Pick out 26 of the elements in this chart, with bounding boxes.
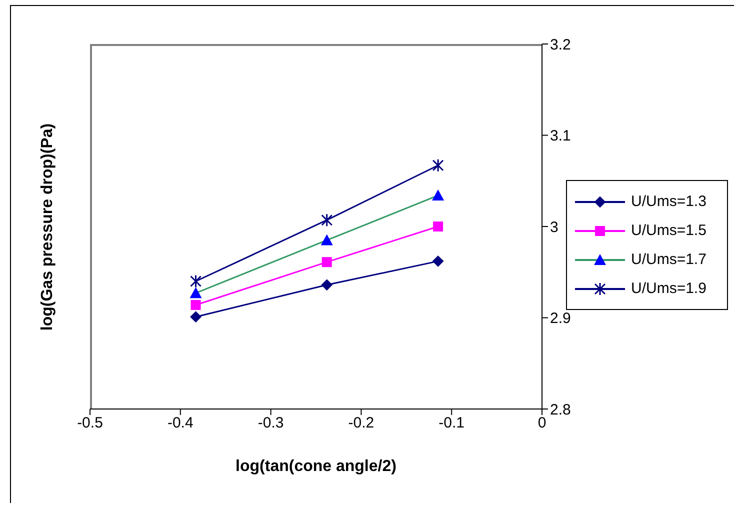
y-tick-label: 2.9 — [550, 310, 571, 328]
y-tick-label: 2.8 — [550, 401, 571, 418]
y-tick-label: 3 — [550, 218, 558, 236]
legend-label: U/Ums=1.5 — [631, 222, 706, 239]
legend-label: U/Ums=1.7 — [631, 251, 706, 268]
point — [433, 222, 444, 232]
point — [322, 257, 332, 268]
x-tick-label: -0.4 — [167, 414, 194, 432]
point — [321, 213, 333, 227]
legend-label: U/Ums=1.9 — [631, 280, 706, 297]
x-axis-title: log(tan(cone angle/2) — [236, 458, 396, 475]
y-tick-label: 3.2 — [550, 36, 571, 54]
point — [432, 256, 444, 267]
point — [190, 274, 202, 288]
x-tick-label: -0.5 — [77, 414, 103, 432]
x-tick-label: 0 — [538, 414, 546, 432]
x-tick-label: -0.3 — [258, 414, 284, 432]
point — [321, 279, 332, 290]
x-tick-label: -0.1 — [438, 414, 465, 432]
y-tick-label: 3.1 — [550, 128, 571, 145]
y-axis-title: log(Gas pressure drop)(Pa) — [39, 122, 57, 330]
legend-label: U/Ums=1.3 — [631, 193, 706, 210]
point — [190, 311, 202, 322]
x-tick-label: -0.2 — [348, 414, 374, 432]
point — [432, 158, 444, 172]
point — [190, 300, 201, 310]
